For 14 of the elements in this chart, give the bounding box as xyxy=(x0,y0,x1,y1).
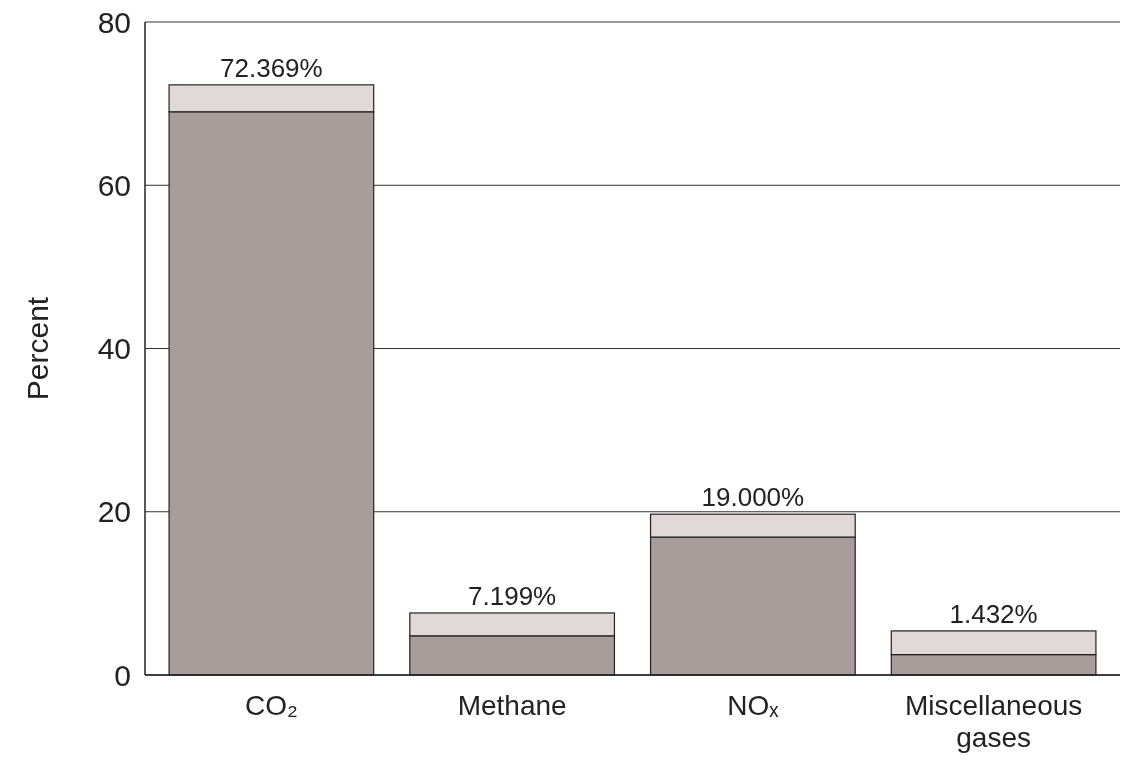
annotation: 72.369% xyxy=(220,52,323,83)
y-axis-title: Percent xyxy=(21,296,54,401)
x-tick-label: Methane xyxy=(457,690,567,721)
y-tick-label: 20 xyxy=(97,495,131,529)
y-tick-label: 60 xyxy=(97,168,131,202)
y-tick-label: 80 xyxy=(97,5,131,39)
x-tick-label: NOₓ xyxy=(727,690,780,721)
x-tick-label: Miscellaneous gases xyxy=(904,690,1083,753)
x-tick-label: CO₂ xyxy=(244,690,298,721)
annotation: 1.432% xyxy=(949,598,1038,629)
y-tick-label: 40 xyxy=(97,332,131,365)
y-tick-label: 0 xyxy=(114,658,131,692)
annotation: 19.000% xyxy=(701,482,805,513)
annotation: 7.199% xyxy=(468,580,557,611)
